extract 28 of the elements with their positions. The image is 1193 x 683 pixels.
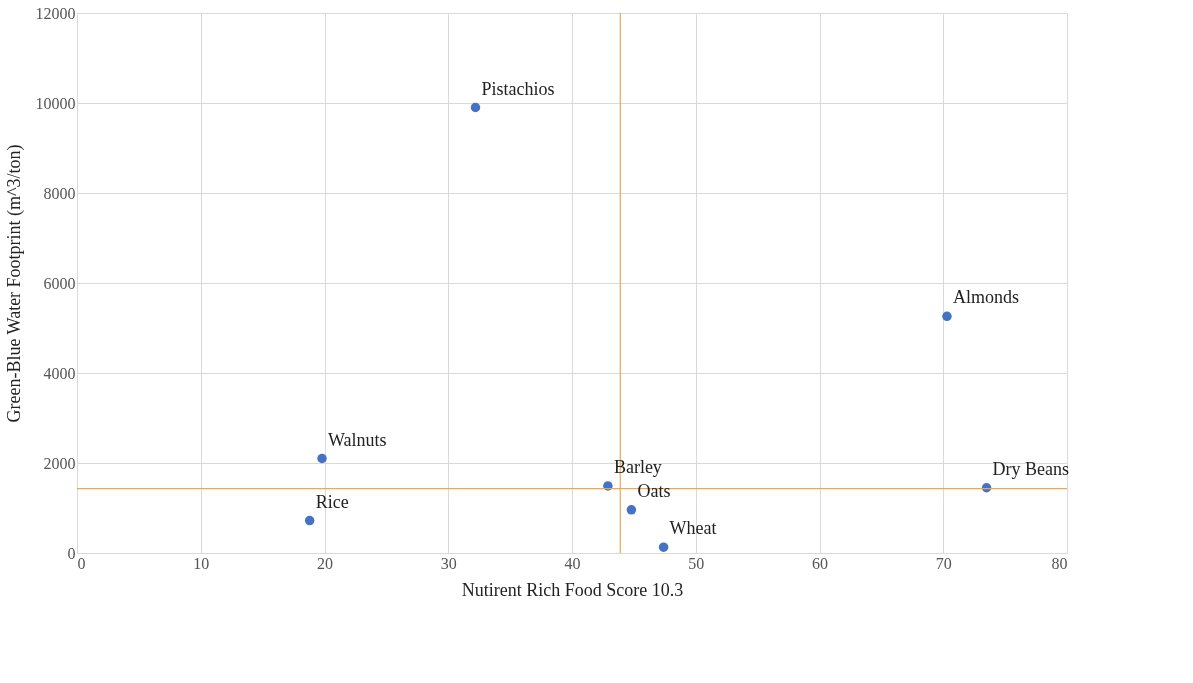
- y-axis-title: Green-Blue Water Footprint (m^3/ton): [3, 144, 25, 423]
- annotation: Rice: [315, 491, 349, 512]
- x-tick-label: 10: [193, 554, 210, 572]
- annotation: Almonds: [952, 287, 1019, 308]
- y-tick-label: 4000: [43, 364, 76, 382]
- x-axis-title: Nutirent Rich Food Score 10.3: [461, 579, 684, 600]
- point: [626, 505, 637, 515]
- point: [317, 453, 327, 464]
- x-tick-label: 20: [317, 554, 333, 572]
- point: [470, 102, 481, 113]
- x-tick-label: 40: [564, 554, 581, 572]
- annotation: Walnuts: [328, 429, 387, 450]
- y-tick-label: 10000: [35, 94, 76, 112]
- point: [658, 542, 669, 552]
- x-tick-label: 80: [1051, 554, 1068, 572]
- x-tick-label: 60: [812, 554, 828, 572]
- y-tick-label: 8000: [43, 184, 76, 202]
- annotation: Pistachios: [481, 78, 555, 99]
- y-tick-label: 2000: [43, 454, 76, 472]
- y-tick-label: 12000: [35, 4, 76, 22]
- y-tick-label: 6000: [43, 274, 76, 292]
- point: [942, 311, 952, 322]
- annotation: Dry Beans: [992, 458, 1070, 479]
- x-tick-label: 30: [440, 554, 457, 572]
- annotation: Wheat: [669, 518, 717, 539]
- point: [304, 515, 315, 526]
- x-tick-label: 50: [688, 554, 705, 572]
- x-tick-label: 70: [935, 554, 952, 572]
